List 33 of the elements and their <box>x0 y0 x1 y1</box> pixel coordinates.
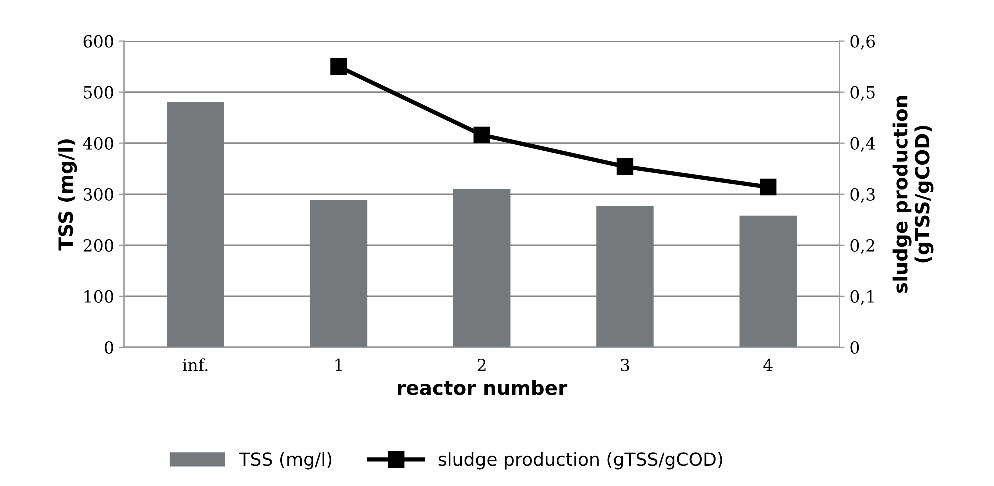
point <box>760 178 777 196</box>
y-tick-label: 400 <box>83 137 114 150</box>
y-tick-label: 300 <box>84 188 114 201</box>
x-tick-label: 4 <box>764 358 773 372</box>
y2-tick-label: 0,6 <box>850 35 876 50</box>
x-tick-label: 1 <box>336 358 342 372</box>
y2-tick-label: 0,4 <box>850 137 876 152</box>
bar <box>453 189 511 348</box>
y-tick-label: 500 <box>84 86 114 99</box>
legend-label: sludge production (gTSS/gCOD) <box>438 452 722 470</box>
x-tick-label: 3 <box>621 358 630 372</box>
bar <box>310 200 368 348</box>
y2-tick-label: 0,2 <box>850 239 875 254</box>
point <box>616 158 634 176</box>
point <box>474 126 490 144</box>
y2-tick-label: 0 <box>850 341 860 354</box>
bar <box>740 216 797 348</box>
point <box>330 58 348 76</box>
x-tick-label: 2 <box>478 358 486 372</box>
y2-axis-title: sludge production (gTSS/gCOD) <box>892 96 934 293</box>
y-tick-label: 100 <box>84 290 114 304</box>
y2-tick-label: 0,5 <box>850 86 875 101</box>
y2-tick-label: 0,1 <box>850 290 874 306</box>
legend-label: TSS (mg/l) <box>239 452 332 470</box>
y2-tick-label: 0,3 <box>850 188 875 204</box>
bar <box>167 102 224 348</box>
x-tick-label: inf. <box>182 358 208 372</box>
bar <box>596 206 654 348</box>
y-tick-label: 200 <box>84 239 114 252</box>
y-tick-label: 0 <box>105 341 114 354</box>
x-axis-title: reactor number <box>398 380 568 396</box>
y-axis-title: TSS (mg/l) <box>58 140 78 251</box>
y-tick-label: 600 <box>84 35 114 48</box>
